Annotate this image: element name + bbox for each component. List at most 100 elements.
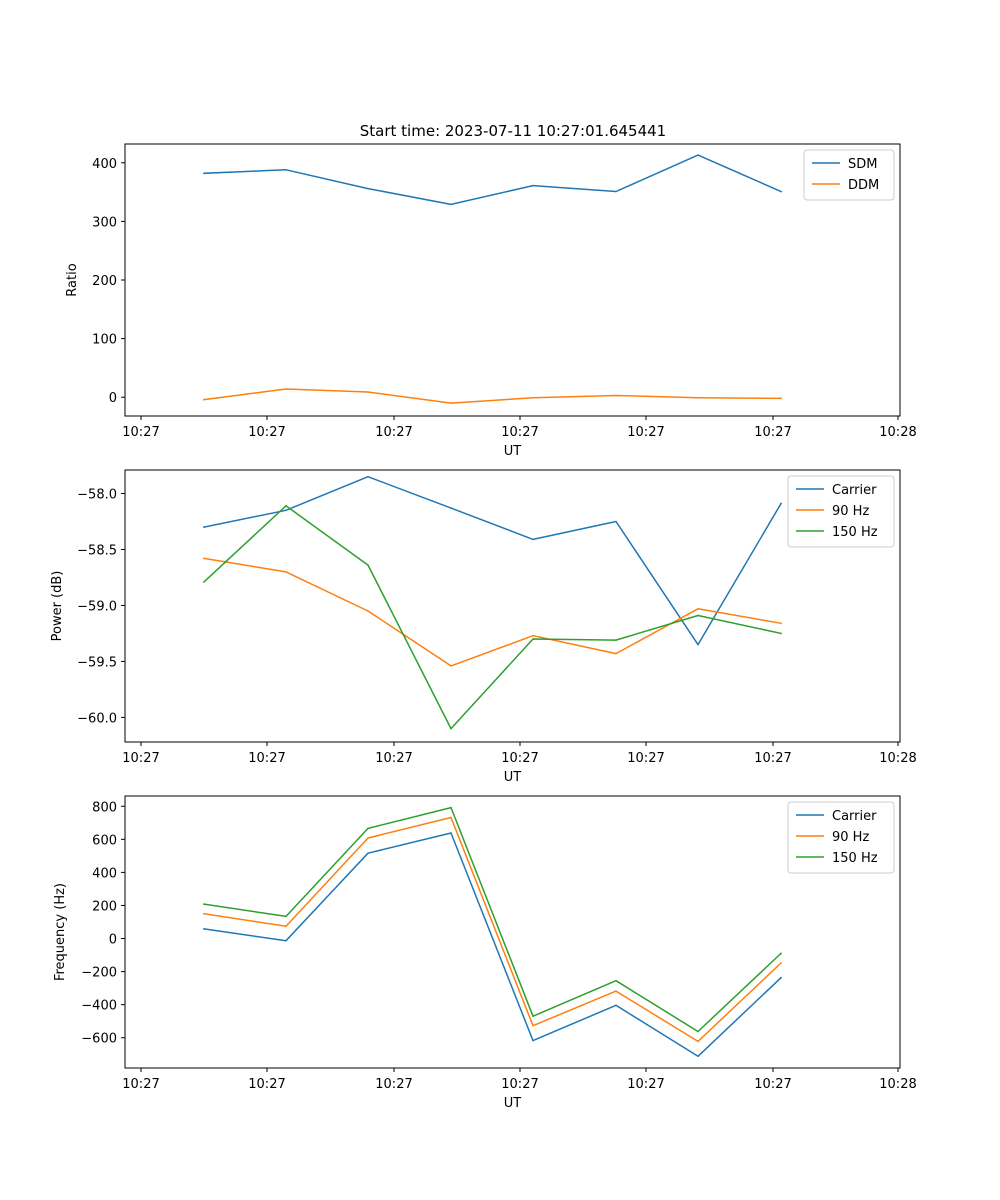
data-point xyxy=(697,1030,699,1033)
legend-label: SDM xyxy=(848,157,877,172)
data-point xyxy=(367,391,369,393)
series-line-ddm xyxy=(203,388,782,404)
data-point xyxy=(532,1039,534,1042)
data-point xyxy=(532,538,534,541)
x-tick-label: 10:27 xyxy=(754,751,791,766)
x-tick-label: 10:28 xyxy=(879,1077,916,1092)
x-tick-label: 10:27 xyxy=(627,425,664,440)
data-point xyxy=(780,962,782,964)
y-tick-label: 0 xyxy=(109,391,117,406)
data-point xyxy=(780,952,782,955)
x-tick-label: 10:27 xyxy=(122,425,159,440)
y-tick-label: −400 xyxy=(81,999,117,1014)
axes-frame xyxy=(124,143,901,417)
x-tick-label: 10:27 xyxy=(375,425,412,440)
series-line-150-hz xyxy=(202,505,782,730)
axes-2: 10:27 10:27 10:27 10:27 10:27 10:27 10:28 −58.0… xyxy=(50,469,917,785)
data-point xyxy=(367,187,369,190)
y-tick-label: 300 xyxy=(92,215,117,230)
data-point xyxy=(203,912,205,915)
data-point xyxy=(450,816,452,819)
data-point xyxy=(203,903,205,905)
data-point xyxy=(697,643,699,646)
x-tick-label: 10:27 xyxy=(248,1077,285,1092)
y-axis-label: Ratio xyxy=(65,263,80,296)
data-point xyxy=(615,652,617,655)
legend: Carrier 90 Hz 150 Hz xyxy=(787,475,895,548)
x-tick-label: 10:27 xyxy=(754,1077,791,1092)
data-point xyxy=(532,397,534,399)
x-axis-label: UT xyxy=(504,444,522,459)
y-tick-label: 200 xyxy=(92,899,117,914)
x-tick-label: 10:28 xyxy=(879,751,916,766)
axes-frame xyxy=(124,469,901,743)
legend-frame xyxy=(787,475,895,548)
y-tick-label: 600 xyxy=(92,833,117,848)
y-tick-label: 200 xyxy=(92,274,117,289)
data-point xyxy=(367,610,369,612)
data-point xyxy=(285,509,287,512)
series-line-150-hz xyxy=(203,806,783,1033)
data-point xyxy=(203,581,205,583)
series-line-90-hz xyxy=(203,816,783,1043)
y-tick-label: −58.5 xyxy=(77,543,117,558)
data-point xyxy=(615,1004,617,1007)
legend-label: DDM xyxy=(848,178,879,193)
data-point xyxy=(450,832,452,834)
data-point xyxy=(203,928,205,930)
x-axis-label: UT xyxy=(504,770,522,785)
data-point xyxy=(203,398,205,401)
x-tick-label: 10:27 xyxy=(627,751,664,766)
data-point xyxy=(780,632,782,635)
legend-label: 90 Hz xyxy=(832,830,869,845)
data-point xyxy=(615,190,617,193)
data-point xyxy=(285,571,287,573)
data-point xyxy=(285,939,287,942)
data-point xyxy=(697,154,699,156)
y-tick-label: 0 xyxy=(109,933,117,948)
x-tick-label: 10:27 xyxy=(122,751,159,766)
legend-label: 150 Hz xyxy=(832,851,878,866)
data-point xyxy=(615,990,617,992)
data-point xyxy=(450,507,452,509)
data-point xyxy=(532,638,534,640)
x-tick-label: 10:27 xyxy=(375,751,412,766)
y-tick-label: 800 xyxy=(92,800,117,815)
axes-root: 10:27 10:27 10:27 10:27 10:27 10:27 10:28 0 100 2… xyxy=(50,143,917,1111)
data-point xyxy=(780,502,782,505)
data-point xyxy=(285,505,287,507)
x-tick-label: 10:27 xyxy=(501,751,538,766)
axes-1: 10:27 10:27 10:27 10:27 10:27 10:27 10:28 0 100 2… xyxy=(65,143,917,459)
data-point xyxy=(532,184,534,187)
x-tick-label: 10:28 xyxy=(879,425,916,440)
legend-label: 150 Hz xyxy=(832,525,878,540)
y-tick-label: −59.0 xyxy=(77,599,117,614)
x-tick-label: 10:27 xyxy=(248,425,285,440)
data-point xyxy=(367,564,369,566)
data-point xyxy=(450,727,452,730)
data-point xyxy=(780,190,782,193)
legend: SDM DDM xyxy=(803,149,895,201)
series-line-90-hz xyxy=(203,557,782,667)
y-tick-label: 100 xyxy=(92,333,117,348)
data-point xyxy=(532,634,534,637)
data-point xyxy=(367,475,369,478)
x-tick-label: 10:27 xyxy=(248,751,285,766)
data-point xyxy=(532,1024,534,1027)
legend: Carrier 90 Hz 150 Hz xyxy=(787,801,895,874)
x-tick-label: 10:27 xyxy=(122,1077,159,1092)
y-tick-label: −200 xyxy=(81,966,117,981)
data-point xyxy=(615,520,617,523)
data-point xyxy=(450,665,452,667)
data-point xyxy=(615,979,617,982)
legend-label: Carrier xyxy=(832,809,877,824)
data-point xyxy=(450,402,452,404)
data-point xyxy=(367,837,369,839)
axes-frame xyxy=(124,795,901,1069)
data-point xyxy=(697,1040,699,1043)
series-line-sdm xyxy=(203,154,782,206)
data-point xyxy=(367,852,369,854)
x-tick-label: 10:27 xyxy=(501,1077,538,1092)
data-point xyxy=(367,827,369,830)
